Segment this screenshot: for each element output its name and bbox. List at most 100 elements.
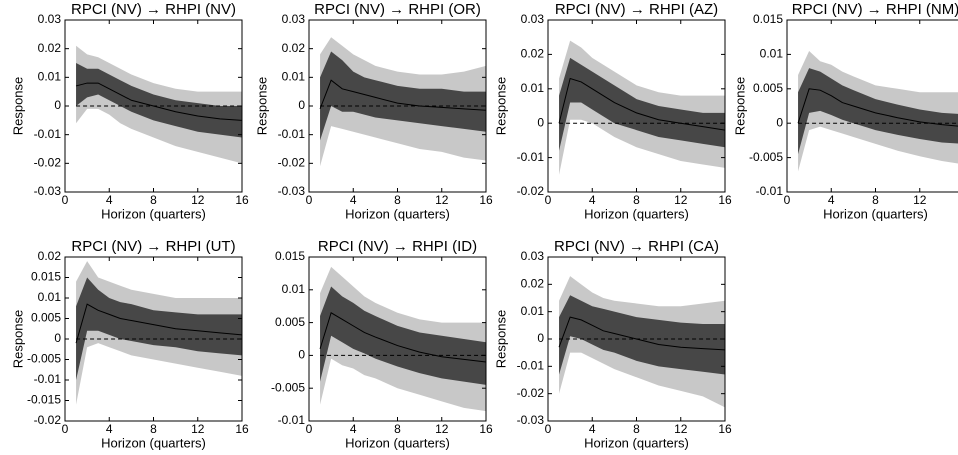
x-tick-label: 4 [350,422,357,436]
x-tick-label: 12 [674,422,688,436]
y-tick-label: -0.02 [517,386,545,400]
y-tick-label: 0 [776,115,783,129]
x-tick-label: 16 [479,193,493,207]
y-tick-label: -0.01 [278,413,306,427]
y-tick-label: -0.02 [34,156,62,170]
x-tick-label: 16 [235,422,249,436]
y-tick-label: -0.005 [27,352,61,366]
y-tick-label: -0.02 [517,184,545,198]
confidence-band [798,68,958,155]
y-tick-label: 0.01 [282,282,306,296]
y-tick-label: 0.01 [38,70,62,84]
y-tick-label: -0.015 [27,393,61,407]
y-tick-label: 0 [54,98,61,112]
y-tick-label: 0.03 [521,12,545,26]
confidence-band [559,295,725,375]
panel-title: RPCI (NV) → RHPI (ID) [318,238,477,255]
x-tick-label: 4 [106,422,113,436]
x-tick-label: 12 [674,193,688,207]
x-tick-label: 16 [479,422,493,436]
confidence-band [320,51,486,141]
y-tick-label: 0.02 [38,41,62,55]
y-tick-label: 0.01 [521,304,545,318]
response-line [75,82,243,121]
x-axis-label: Horizon (quarters) [584,206,689,221]
x-tick-label: 0 [545,193,552,207]
y-tick-label: -0.01 [517,150,545,164]
y-tick-label: -0.02 [278,156,306,170]
confidence-band [320,286,486,385]
y-tick-label: 0.03 [282,12,306,26]
y-tick-label: -0.01 [517,359,545,373]
panel: -0.02 -0.01 0 0.01 0.02 0.03 0 4 8 12 16 RPCI (NV) … [493,1,732,221]
response-line [558,77,726,131]
y-tick-label: 0.005 [31,311,61,325]
panel: -0.03 -0.02 -0.01 0 0.01 0.02 0.03 0 4 8 12 16 RPCI … [254,1,493,221]
x-tick-label: 0 [62,193,69,207]
x-tick-label: 4 [828,193,835,207]
y-tick-label: -0.01 [34,372,62,386]
y-tick-label: 0.01 [521,81,545,95]
panel-title: RPCI (NV) → RHPI (NM) [792,1,958,18]
x-axis-label: Horizon (quarters) [584,435,689,450]
y-tick-label: 0.015 [275,249,305,263]
y-axis-label: Response [254,77,269,136]
x-tick-label: 0 [784,193,791,207]
panel-title: RPCI (NV) → RHPI (NV) [71,1,236,18]
x-tick-label: 8 [872,193,879,207]
x-tick-label: 8 [633,193,640,207]
response-line [797,88,958,127]
response-line [75,303,243,344]
y-tick-label: 0 [298,98,305,112]
x-tick-label: 12 [191,193,205,207]
x-axis-label: Horizon (quarters) [101,435,206,450]
confidence-band [76,277,242,380]
confidence-band [559,57,725,151]
x-tick-label: 0 [545,422,552,436]
x-tick-label: 4 [589,193,596,207]
y-tick-label: -0.005 [749,150,783,164]
x-tick-label: 16 [235,193,249,207]
x-tick-label: 4 [350,193,357,207]
y-tick-label: 0.01 [282,70,306,84]
confidence-band [76,63,242,138]
panel-title: RPCI (NV) → RHPI (CA) [554,238,719,255]
y-tick-label: 0 [537,115,544,129]
y-tick-label: -0.02 [34,413,62,427]
y-tick-label: -0.01 [756,184,784,198]
y-tick-label: 0 [54,331,61,345]
y-tick-label: 0.01 [38,290,62,304]
y-tick-label: 0.01 [760,47,784,61]
y-axis-label: Response [10,310,25,369]
x-tick-label: 12 [913,193,927,207]
x-tick-label: 8 [150,422,157,436]
x-tick-label: 0 [306,193,313,207]
y-axis-label: Response [493,310,508,369]
x-tick-label: 12 [435,422,449,436]
y-tick-label: -0.01 [278,127,306,141]
x-tick-label: 0 [306,422,313,436]
response-line [319,79,487,111]
panel-title: RPCI (NV) → RHPI (UT) [71,238,235,255]
x-tick-label: 8 [394,422,401,436]
y-axis-label: Response [10,77,25,136]
panel-title: RPCI (NV) → RHPI (OR) [314,1,481,18]
x-tick-label: 8 [394,193,401,207]
x-axis-label: Horizon (quarters) [345,435,450,450]
x-tick-label: 16 [718,193,732,207]
y-tick-label: 0 [537,331,544,345]
x-axis-label: Horizon (quarters) [823,206,928,221]
x-tick-label: 8 [150,193,157,207]
y-tick-label: -0.03 [34,184,62,198]
x-axis-label: Horizon (quarters) [345,206,450,221]
y-tick-label: 0.02 [521,277,545,291]
panel: -0.01 -0.005 0 0.005 0.01 0.015 0 4 8 12 16 RPCI (N… [271,238,493,450]
x-tick-label: 0 [62,422,69,436]
y-tick-label: 0.02 [282,41,306,55]
y-tick-label: 0.015 [31,270,61,284]
y-tick-label: 0.02 [521,47,545,61]
response-line [558,316,726,351]
y-axis-label: Response [732,77,747,136]
